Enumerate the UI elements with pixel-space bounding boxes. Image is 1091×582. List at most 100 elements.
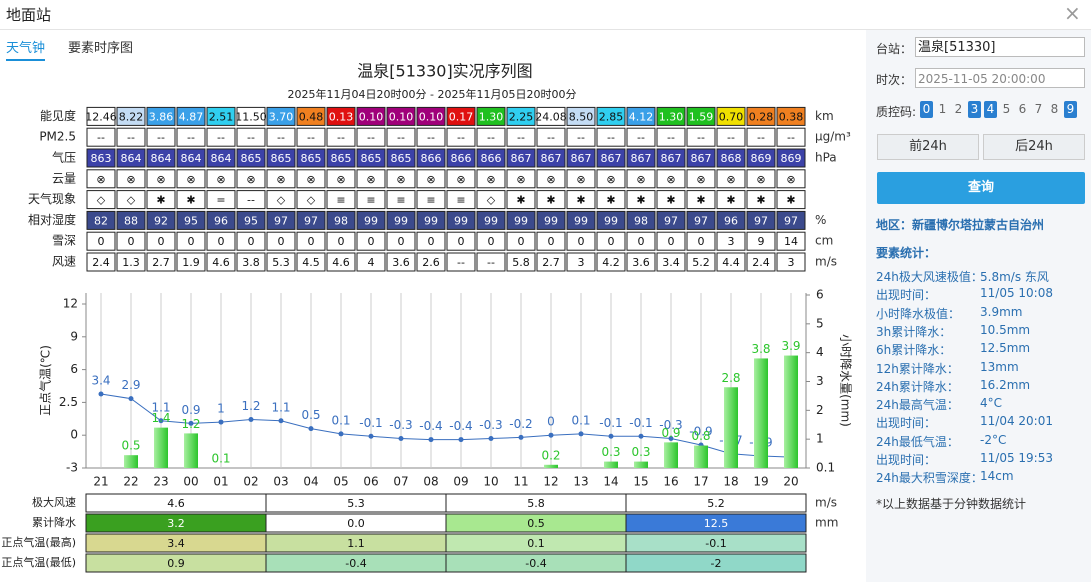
qc-code[interactable]: 6 [1018, 102, 1027, 116]
station-input[interactable]: 温泉[51330] [915, 37, 1085, 57]
next-button[interactable]: 后24h [983, 134, 1085, 160]
cell-value: 14 [784, 235, 798, 248]
x-tick-label: 18 [723, 475, 738, 489]
summary-value: 0.9 [167, 557, 185, 570]
cell [476, 190, 506, 210]
qc-code[interactable]: 3 [968, 101, 981, 118]
x-tick-label: 11 [513, 475, 528, 489]
note: *以上数据基于分钟数据统计 [876, 497, 1027, 511]
cell [326, 148, 356, 168]
tab[interactable]: 要素时序图 [68, 41, 134, 56]
cell [626, 210, 656, 230]
summary-value: 3.2 [167, 517, 185, 530]
y2-tick-label: 0.1 [816, 461, 835, 475]
cell [356, 169, 386, 189]
cell [686, 252, 716, 272]
cell-value: ✱ [726, 194, 735, 207]
qc-code[interactable]: 4 [984, 101, 997, 118]
cell [206, 252, 236, 272]
x-tick-label: 17 [693, 475, 708, 489]
x-tick-label: 10 [483, 475, 498, 489]
y2-axis-label: 小时降水量(mm) [839, 334, 853, 427]
cell-value: 3.6 [392, 256, 410, 269]
point [518, 434, 524, 440]
qc-code[interactable]: 5 [1002, 102, 1011, 116]
cell-value: ◇ [487, 194, 496, 207]
stat-value: 16.2mm [980, 377, 1031, 392]
y2-tick-label: 1 [816, 432, 824, 446]
bar-label: 3.8 [751, 342, 770, 356]
stats-title: 要素统计： [876, 246, 937, 260]
cell-value: 0 [98, 235, 105, 248]
cell [86, 210, 116, 230]
y-tick-label: 9 [70, 329, 78, 343]
x-tick-label: 02 [243, 475, 258, 489]
cell-value: 11.50 [235, 110, 267, 123]
cell-value: ⊗ [696, 173, 705, 186]
point-label: -0.2 [509, 417, 532, 431]
row-label: PM2.5 [39, 130, 76, 144]
cell [206, 210, 236, 230]
cell [206, 169, 236, 189]
query-button[interactable]: 查询 [877, 172, 1085, 204]
cell [146, 210, 176, 230]
x-tick-label: 23 [153, 475, 168, 489]
point-label: -0.1 [629, 416, 652, 430]
point-label: -0.1 [599, 416, 622, 430]
tab-active[interactable]: 天气钟 [6, 37, 46, 61]
cell [356, 231, 386, 251]
cell [626, 127, 656, 147]
cell [746, 169, 776, 189]
cell-value: -- [367, 131, 375, 144]
close-button[interactable]: × [1064, 1, 1081, 25]
cell-value: 5.3 [272, 256, 290, 269]
y-tick-label: 12 [63, 297, 78, 311]
cell [536, 190, 566, 210]
cell [236, 106, 266, 126]
cell [446, 252, 476, 272]
qc-code[interactable]: 0 [920, 101, 933, 118]
bar-label: 0.5 [121, 439, 140, 453]
cell-value: 0 [398, 235, 405, 248]
time-input[interactable]: 2025-11-05 20:00:00 [915, 68, 1085, 88]
cell-value: 868 [721, 152, 742, 165]
cell-value: 4.6 [212, 256, 230, 269]
cell-value: -- [637, 131, 645, 144]
cell [386, 231, 416, 251]
summary-value: 5.8 [527, 497, 545, 510]
cell [536, 127, 566, 147]
cell [296, 127, 326, 147]
summary-label: 正点气温(最低) [1, 555, 76, 569]
cell-value: 5.8 [512, 256, 530, 269]
cell-value: ✱ [576, 194, 585, 207]
cell-value: 0 [248, 235, 255, 248]
cell-value: 0 [458, 235, 465, 248]
qc-code[interactable]: 2 [954, 102, 963, 116]
cell-value: 3 [788, 256, 795, 269]
cell-value: ⊗ [186, 173, 195, 186]
qc-code[interactable]: 7 [1034, 102, 1043, 116]
cell-value: ⊗ [96, 173, 105, 186]
cell-value: 0 [578, 235, 585, 248]
cell [266, 190, 296, 210]
prev-button[interactable]: 前24h [877, 134, 979, 160]
summary-label: 正点气温(最高) [1, 535, 76, 549]
cell-value: 12.46 [85, 110, 117, 123]
y2-tick-label: 6 [816, 288, 824, 302]
cell-value: -- [307, 131, 315, 144]
cell [596, 210, 626, 230]
stat-label: 3h累计降水： [876, 324, 952, 339]
cell-value: ◇ [277, 194, 286, 207]
cell [716, 106, 746, 126]
cell [356, 127, 386, 147]
qc-code[interactable]: 1 [938, 102, 947, 116]
cell-value: ✱ [516, 194, 525, 207]
cell [326, 252, 356, 272]
qc-code[interactable]: 9 [1064, 101, 1077, 118]
cell [536, 106, 566, 126]
cell-value: 865 [331, 152, 352, 165]
cell [86, 190, 116, 210]
cell [116, 106, 146, 126]
qc-code[interactable]: 8 [1050, 102, 1059, 116]
cell [116, 231, 146, 251]
